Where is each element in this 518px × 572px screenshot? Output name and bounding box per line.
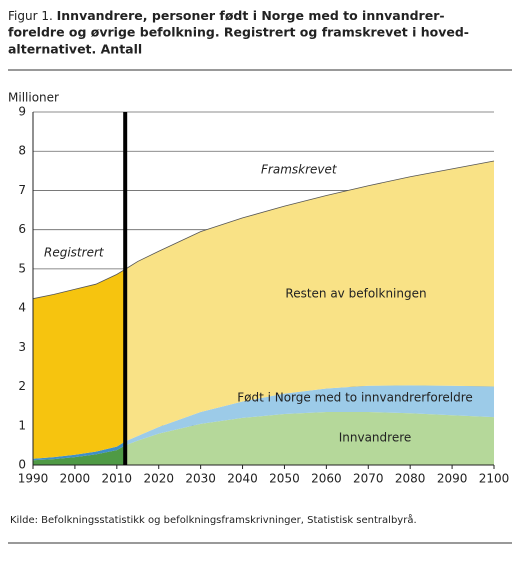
title-line: foreldre og øvrige befolkning. Registrer…	[8, 25, 469, 40]
title-line: alternativet. Antall	[8, 42, 142, 57]
x-tick-label: 2020	[143, 472, 174, 486]
x-tick-label: 2070	[353, 472, 384, 486]
chart-title: Figur 1. Innvandrere, personer født i No…	[8, 8, 445, 23]
x-tick-label: 2080	[395, 472, 426, 486]
y-tick-label: 0	[18, 458, 26, 472]
series-label: Innvandrere	[339, 431, 412, 445]
y-tick-label: 1	[18, 418, 26, 432]
x-tick-label: 2040	[227, 472, 258, 486]
y-tick-label: 4	[18, 301, 26, 315]
y-tick-label: 5	[18, 261, 26, 275]
title-line: Innvandrere, personer født i Norge med t…	[57, 8, 445, 23]
x-tick-label: 2100	[479, 472, 510, 486]
x-tick-label: 2010	[102, 472, 133, 486]
x-tick-label: 2050	[269, 472, 300, 486]
x-tick-label: 2000	[60, 472, 91, 486]
x-tick-label: 2090	[437, 472, 468, 486]
area	[33, 445, 126, 465]
annotation: Registrert	[44, 246, 105, 260]
area	[33, 269, 126, 459]
y-tick-label: 2	[18, 379, 26, 393]
x-tick-label: 1990	[18, 472, 49, 486]
source: Kilde: Befolkningsstatistikk og befolkni…	[10, 513, 417, 526]
y-tick-label: 7	[18, 183, 26, 197]
area	[33, 441, 126, 461]
series-label: Resten av befolkningen	[285, 287, 426, 301]
x-tick-label: 2030	[185, 472, 216, 486]
figure-label: Figur 1.	[8, 9, 53, 23]
area	[125, 385, 494, 446]
x-tick-label: 2060	[311, 472, 342, 486]
y-axis-label: Millioner	[8, 91, 59, 105]
y-tick-label: 9	[18, 105, 26, 119]
area	[125, 412, 494, 465]
y-tick-label: 8	[18, 144, 26, 158]
y-tick-label: 3	[18, 340, 26, 354]
y-tick-label: 6	[18, 222, 26, 236]
total-line	[32, 160, 495, 300]
series-label: Født i Norge med to innvandrerforeldre	[237, 391, 473, 405]
area	[125, 161, 494, 442]
annotation: Framskrevet	[261, 163, 338, 177]
